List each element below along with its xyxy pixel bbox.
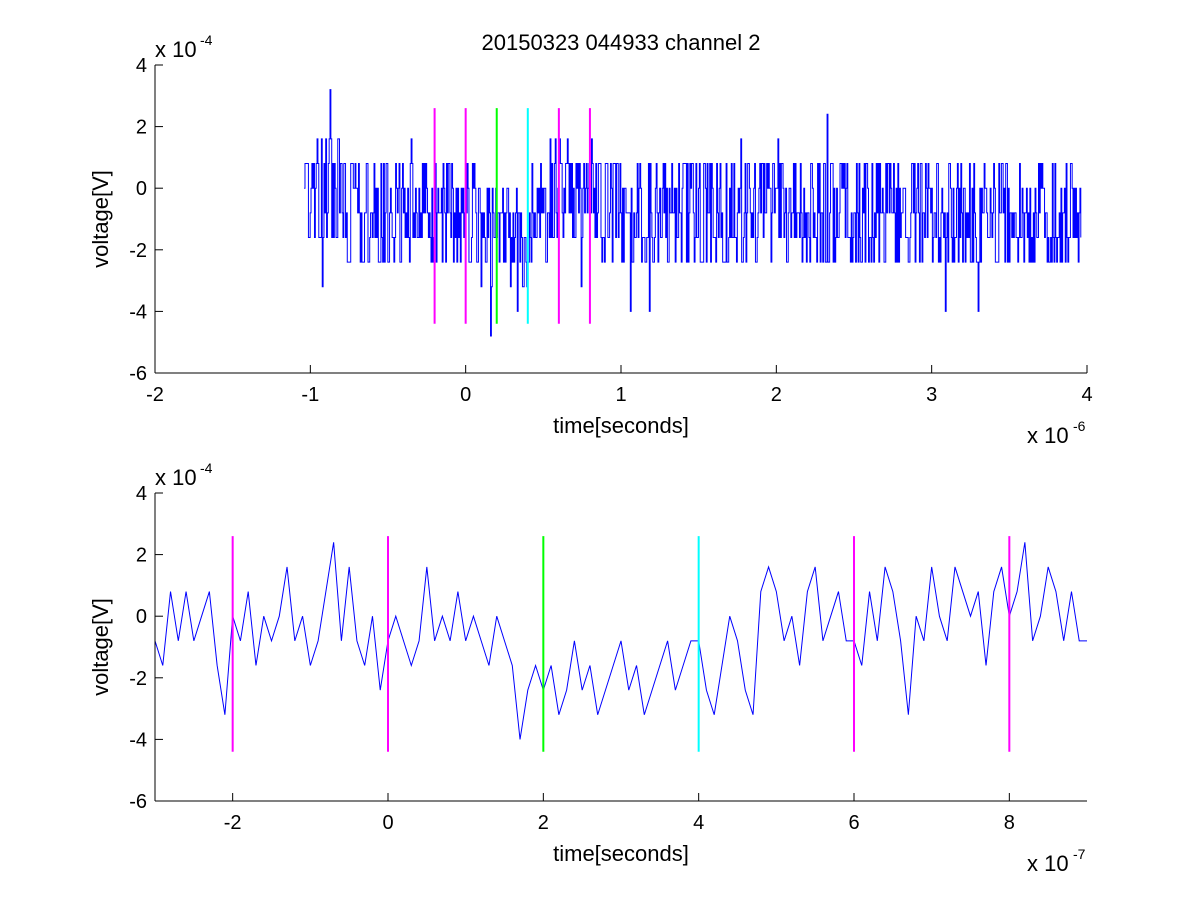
y-tick-label: 4 (136, 55, 147, 77)
x-multiplier-base: x 10 (1027, 851, 1069, 876)
x-tick-label: 0 (460, 384, 471, 406)
x-tick-label: 4 (1081, 384, 1092, 406)
x-tick-label: -1 (301, 384, 319, 406)
bottom-chart: -2 0 2 4 6 8-6-4-2024time[seconds]voltage[V]x… (88, 460, 1087, 876)
x-tick-label: 4 (693, 812, 704, 834)
y-tick-label: 0 (136, 178, 147, 200)
y-tick-label: 0 (136, 606, 147, 628)
y-tick-label: 2 (136, 117, 147, 139)
x-tick-label: 3 (926, 384, 937, 406)
y-multiplier-exponent: -4 (200, 460, 213, 476)
x-tick-label: 6 (848, 812, 859, 834)
y-tick-label: 2 (136, 545, 147, 567)
x-tick-label: -2 (146, 384, 164, 406)
x-axis-label: time[seconds] (553, 841, 689, 866)
y-multiplier-base: x 10 (155, 37, 197, 62)
x-multiplier-base: x 10 (1027, 423, 1069, 448)
y-tick-label: -6 (129, 363, 147, 385)
y-tick-label: 4 (136, 483, 147, 505)
x-tick-label: -2 (224, 812, 242, 834)
top-chart: 20150323 044933 channel 2 -2 -1 0 1 2 3 4 -6 -4 -2… (88, 30, 1093, 448)
series-line (154, 542, 1087, 740)
x-axis-label: time[seconds] (553, 413, 689, 438)
y-multiplier-exponent: -4 (200, 32, 213, 48)
x-multiplier-exponent: -7 (1073, 846, 1086, 862)
y-tick-label: -4 (129, 729, 147, 751)
y-tick-label: -4 (129, 301, 147, 323)
y-axis-label: voltage[V] (88, 170, 113, 268)
y-axis-label: voltage[V] (88, 598, 113, 696)
chart-title: 20150323 044933 channel 2 (482, 30, 761, 55)
y-tick-label: -2 (129, 240, 147, 262)
x-tick-label: 2 (538, 812, 549, 834)
x-tick-label: 1 (615, 384, 626, 406)
x-tick-label: 8 (1004, 812, 1015, 834)
x-multiplier-exponent: -6 (1073, 418, 1086, 434)
x-tick-label: 0 (382, 812, 393, 834)
y-multiplier-base: x 10 (155, 465, 197, 490)
y-tick-label: -2 (129, 668, 147, 690)
x-tick-label: 2 (771, 384, 782, 406)
y-tick-label: -6 (129, 791, 147, 813)
